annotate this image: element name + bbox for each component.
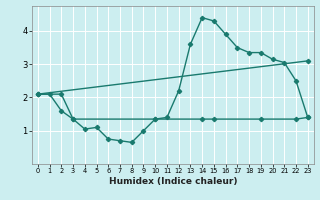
X-axis label: Humidex (Indice chaleur): Humidex (Indice chaleur) xyxy=(108,177,237,186)
